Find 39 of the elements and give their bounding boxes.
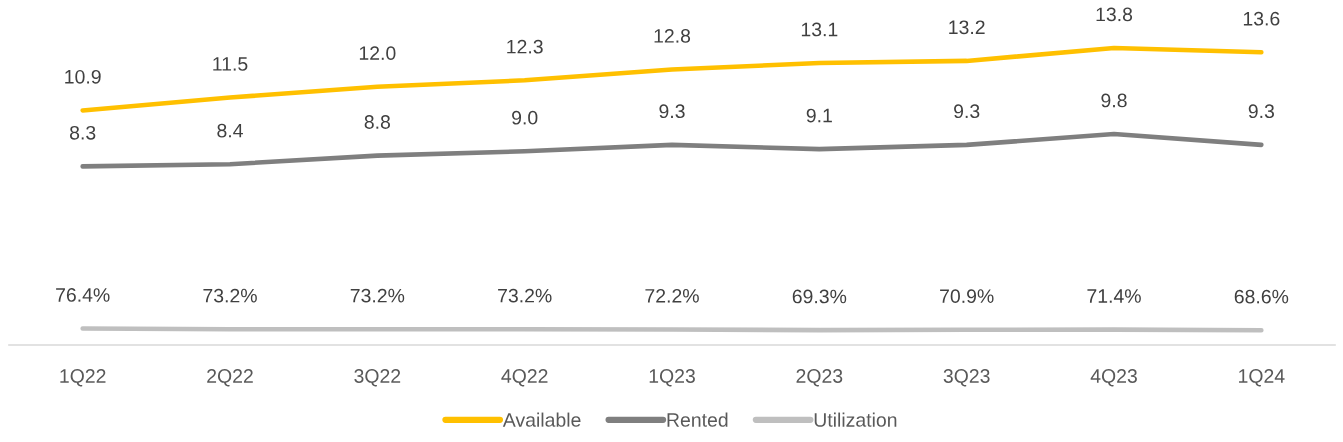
data-label: 8.8 bbox=[364, 115, 390, 129]
data-label: 12.8 bbox=[654, 29, 691, 43]
data-label: 72.2% bbox=[645, 288, 699, 303]
data-label: 9.1 bbox=[806, 108, 832, 123]
data-label: 69.3% bbox=[792, 289, 847, 304]
data-label: 73.2% bbox=[350, 288, 405, 303]
data-label: 8.4 bbox=[217, 123, 243, 138]
legend-label: Utilization bbox=[814, 412, 897, 427]
data-label: 70.9% bbox=[940, 289, 994, 304]
x-tick-label: 2Q23 bbox=[796, 369, 843, 387]
x-tick-label: 2Q22 bbox=[207, 369, 253, 387]
data-label: 13.1 bbox=[801, 22, 838, 37]
x-tick-label: 1Q22 bbox=[60, 369, 106, 387]
x-tick-label: 3Q23 bbox=[943, 369, 990, 387]
data-label: 12.3 bbox=[507, 39, 543, 54]
x-tick-label: 3Q22 bbox=[354, 369, 401, 387]
data-label: 73.2% bbox=[498, 288, 552, 303]
data-label: 9.0 bbox=[512, 110, 538, 125]
data-label: 11.5 bbox=[213, 57, 248, 71]
data-label: 10.9 bbox=[65, 69, 101, 84]
x-tick-label: 1Q24 bbox=[1239, 369, 1285, 387]
data-label: 9.3 bbox=[659, 104, 685, 119]
x-tick-label: 1Q23 bbox=[649, 369, 695, 387]
legend-label: Rented bbox=[667, 412, 728, 427]
x-tick-label: 4Q23 bbox=[1090, 369, 1137, 387]
data-label: 9.3 bbox=[954, 104, 980, 119]
data-label: 9.8 bbox=[1101, 93, 1127, 108]
data-label: 73.2% bbox=[203, 288, 257, 303]
data-label: 13.2 bbox=[949, 20, 985, 35]
data-label: 76.4% bbox=[56, 288, 110, 302]
data-label: 12.0 bbox=[359, 46, 396, 61]
data-label: 71.4% bbox=[1087, 289, 1141, 303]
data-label: 8.3 bbox=[70, 125, 96, 140]
x-tick-label: 4Q22 bbox=[501, 369, 548, 387]
data-label: 13.8 bbox=[1096, 7, 1133, 22]
data-label: 9.3 bbox=[1248, 104, 1274, 119]
data-label: 68.6% bbox=[1234, 289, 1289, 304]
legend-label: Available bbox=[502, 412, 581, 427]
data-label: 13.6 bbox=[1243, 11, 1280, 26]
